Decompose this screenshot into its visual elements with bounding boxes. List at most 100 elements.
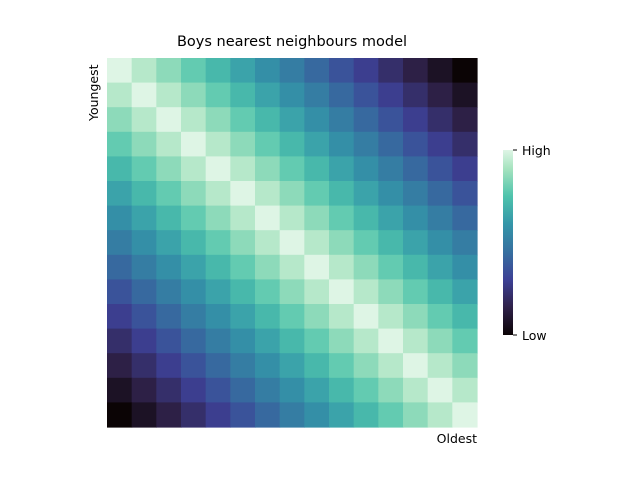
heatmap-cell	[329, 107, 355, 133]
heatmap-cell	[403, 230, 429, 256]
colorbar-gradient	[503, 150, 513, 335]
heatmap-cell	[156, 205, 182, 231]
heatmap-cell	[452, 328, 478, 354]
heatmap-cell	[131, 304, 157, 330]
heatmap-cell	[452, 230, 478, 256]
heatmap-cell	[255, 353, 281, 379]
heatmap-cell	[156, 402, 182, 428]
heatmap-cell	[378, 328, 404, 354]
heatmap-cell	[181, 279, 207, 305]
heatmap-cell	[403, 82, 429, 108]
heatmap-cell	[279, 254, 305, 280]
heatmap-cell	[353, 402, 379, 428]
heatmap-cell	[427, 353, 453, 379]
heatmap-cell	[353, 107, 379, 133]
heatmap-cell	[378, 254, 404, 280]
heatmap-cell	[427, 328, 453, 354]
heatmap-cell	[181, 353, 207, 379]
heatmap-cell	[131, 82, 157, 108]
heatmap-cell	[279, 402, 305, 428]
heatmap-cell	[378, 304, 404, 330]
heatmap-cell	[255, 181, 281, 207]
heatmap-cell	[353, 230, 379, 256]
heatmap-cell	[353, 156, 379, 182]
heatmap-cell	[304, 377, 330, 403]
heatmap-cell	[181, 131, 207, 157]
heatmap-cell	[329, 328, 355, 354]
heatmap-cell	[427, 254, 453, 280]
heatmap-cell	[452, 58, 478, 84]
heatmap-cell	[304, 131, 330, 157]
heatmap-cell	[230, 230, 256, 256]
heatmap-cell	[329, 254, 355, 280]
heatmap-cell	[279, 181, 305, 207]
heatmap-cell	[304, 328, 330, 354]
heatmap-cell	[427, 181, 453, 207]
heatmap-cell	[279, 353, 305, 379]
heatmap-cell	[156, 377, 182, 403]
heatmap-cell	[156, 279, 182, 305]
heatmap-cell	[156, 131, 182, 157]
heatmap-cell	[378, 107, 404, 133]
heatmap-cell	[427, 131, 453, 157]
heatmap-cell	[378, 377, 404, 403]
heatmap-cell	[230, 58, 256, 84]
heatmap-cell	[255, 82, 281, 108]
heatmap-cell	[353, 58, 379, 84]
heatmap-cell	[255, 58, 281, 84]
heatmap-cell	[353, 328, 379, 354]
heatmap-cell	[427, 107, 453, 133]
heatmap-cell	[279, 279, 305, 305]
heatmap-cell	[107, 181, 133, 207]
heatmap-cell	[131, 205, 157, 231]
heatmap-cell	[107, 82, 133, 108]
heatmap-cell	[205, 279, 231, 305]
heatmap-cell	[131, 402, 157, 428]
heatmap-cell	[181, 58, 207, 84]
heatmap-cell	[131, 377, 157, 403]
heatmap-cell	[181, 377, 207, 403]
heatmap-cell	[452, 254, 478, 280]
heatmap-cell	[329, 377, 355, 403]
heatmap-cell	[181, 181, 207, 207]
heatmap-cell	[304, 82, 330, 108]
heatmap-cell	[255, 304, 281, 330]
heatmap-cell	[427, 205, 453, 231]
heatmap-cell	[279, 82, 305, 108]
heatmap-cell	[255, 402, 281, 428]
heatmap-cell	[378, 181, 404, 207]
heatmap-cell	[403, 107, 429, 133]
heatmap-cell	[230, 279, 256, 305]
heatmap-cell	[230, 377, 256, 403]
heatmap-cell	[279, 107, 305, 133]
heatmap-cell	[131, 230, 157, 256]
heatmap-cell	[205, 377, 231, 403]
heatmap-cell	[131, 254, 157, 280]
heatmap-cell	[181, 254, 207, 280]
heatmap-cell	[329, 230, 355, 256]
heatmap-cell	[427, 279, 453, 305]
heatmap-cell	[427, 304, 453, 330]
heatmap-cell	[205, 181, 231, 207]
heatmap-cell	[156, 82, 182, 108]
heatmap-cell	[131, 353, 157, 379]
heatmap-cell	[205, 156, 231, 182]
heatmap-cell	[279, 205, 305, 231]
colorbar	[503, 149, 517, 336]
heatmap-cell	[304, 181, 330, 207]
heatmap-cell	[181, 82, 207, 108]
heatmap-cell	[378, 156, 404, 182]
heatmap-cell	[205, 254, 231, 280]
heatmap-cell	[107, 353, 133, 379]
heatmap-cell	[181, 402, 207, 428]
heatmap-cell	[107, 254, 133, 280]
heatmap-cell	[181, 230, 207, 256]
heatmap-cell	[181, 205, 207, 231]
heatmap-cell	[107, 328, 133, 354]
heatmap-cell	[131, 58, 157, 84]
heatmap-cell	[403, 402, 429, 428]
heatmap-cell	[255, 107, 281, 133]
heatmap-cell	[131, 181, 157, 207]
